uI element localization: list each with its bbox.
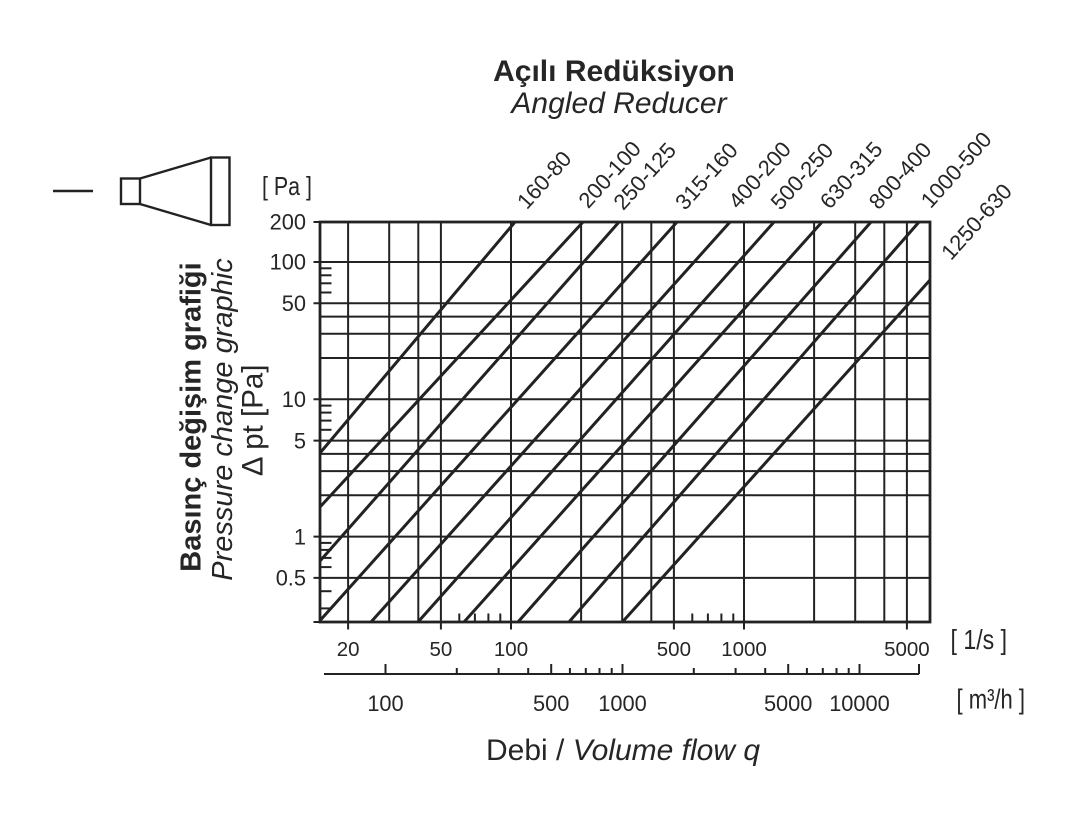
- svg-text:100: 100: [494, 638, 528, 661]
- svg-text:[ 1/s ]: [ 1/s ]: [951, 624, 1008, 655]
- svg-text:20: 20: [337, 638, 360, 661]
- svg-text:Debi / Volume flow q: Debi / Volume flow q: [486, 734, 760, 767]
- svg-text:1000: 1000: [598, 691, 647, 716]
- svg-text:10: 10: [282, 387, 306, 412]
- svg-text:50: 50: [429, 638, 452, 661]
- svg-text:Angled Reducer: Angled Reducer: [509, 87, 727, 120]
- svg-text:1: 1: [294, 524, 306, 549]
- svg-text:10000: 10000: [829, 691, 890, 716]
- svg-text:200: 200: [270, 210, 306, 235]
- svg-text:5000: 5000: [764, 691, 813, 716]
- svg-text:Pressure change graphic: Pressure change graphic: [207, 258, 239, 581]
- svg-text:Δ pt [Pa]: Δ pt [Pa]: [236, 365, 269, 477]
- svg-text:100: 100: [367, 691, 403, 716]
- svg-text:1000: 1000: [721, 638, 767, 661]
- svg-text:5000: 5000: [884, 638, 930, 661]
- svg-text:100: 100: [270, 250, 306, 275]
- svg-text:[ m³/h ]: [ m³/h ]: [957, 683, 1026, 714]
- svg-text:Basınç değişim grafiği: Basınç değişim grafiği: [176, 262, 208, 571]
- svg-text:Açılı Redüksiyon: Açılı Redüksiyon: [493, 55, 735, 88]
- svg-text:[ Pa ]: [ Pa ]: [262, 171, 312, 201]
- svg-text:500: 500: [657, 638, 691, 661]
- svg-text:5: 5: [294, 428, 306, 453]
- svg-text:500: 500: [533, 691, 569, 716]
- svg-text:50: 50: [282, 291, 306, 316]
- svg-text:0.5: 0.5: [276, 566, 306, 591]
